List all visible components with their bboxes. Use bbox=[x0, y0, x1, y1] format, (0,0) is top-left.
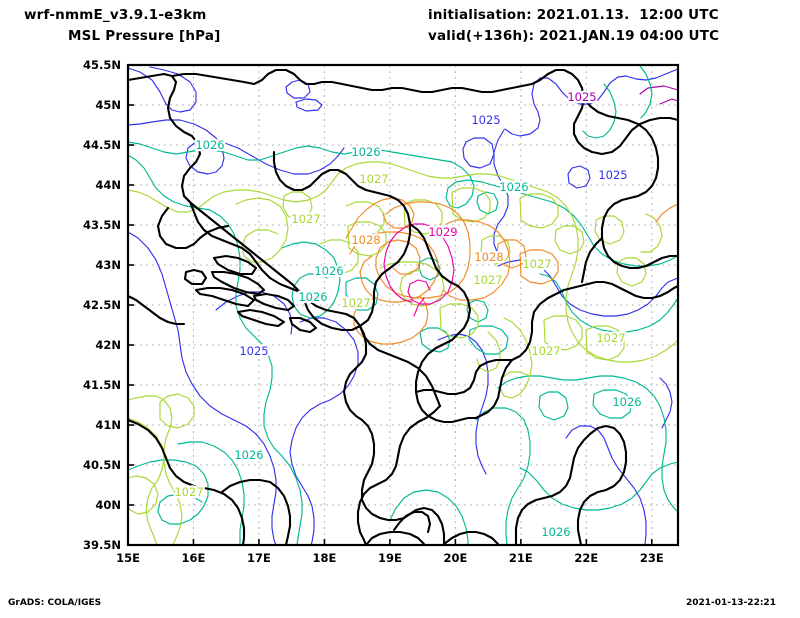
x-axis-tick-label: 16E bbox=[182, 551, 206, 565]
contour-label-halo: 1027 bbox=[531, 344, 560, 358]
contour-label: 1027 bbox=[291, 212, 320, 226]
initialisation-time: initialisation: 2021.01.13. 12:00 UTC bbox=[428, 7, 719, 23]
contour-label: 1026 bbox=[298, 290, 327, 304]
contour-label: 1025 bbox=[239, 344, 268, 358]
contour-label: 1027 bbox=[473, 273, 502, 287]
contour-label: 1028 bbox=[474, 250, 503, 264]
contour-label: 1026 bbox=[499, 180, 528, 194]
contour-label-halo: 1026 bbox=[298, 290, 327, 304]
y-axis-tick-label: 43N bbox=[95, 258, 121, 272]
y-axis-tick-label: 40.5N bbox=[83, 458, 121, 472]
y-axis-tick-label: 45.5N bbox=[83, 58, 121, 72]
contour-label: 1025 bbox=[567, 90, 596, 104]
contour-lines bbox=[127, 65, 679, 546]
x-axis-tick-label: 23E bbox=[640, 551, 664, 565]
x-axis-tick-label: 18E bbox=[312, 551, 336, 565]
contour-label: 1026 bbox=[541, 525, 570, 539]
grid-lines bbox=[128, 65, 678, 545]
contour-labels: 1025102510251025102510251025102510261026… bbox=[172, 88, 644, 542]
contour-label-halo: 1026 bbox=[612, 395, 641, 409]
contour-label-halo: 1025 bbox=[471, 113, 500, 127]
contour-label: 1027 bbox=[359, 172, 388, 186]
contour-label: 1026 bbox=[234, 448, 263, 462]
contour-label-halo: 1026 bbox=[541, 525, 570, 539]
y-axis-tick-label: 41.5N bbox=[83, 378, 121, 392]
y-axis-tick-label: 41N bbox=[95, 418, 121, 432]
y-axis-tick-label: 42.5N bbox=[83, 298, 121, 312]
y-axis-tick-label: 45N bbox=[95, 98, 121, 112]
y-axis-tick-label: 39.5N bbox=[83, 538, 121, 552]
model-title: wrf-nmmE_v3.9.1-e3km bbox=[24, 7, 207, 23]
x-axis-tick-label: 22E bbox=[574, 551, 598, 565]
contour-label-halo: 1026 bbox=[351, 145, 380, 159]
contour-label: 1025 bbox=[598, 168, 627, 182]
contour-label-halo: 1027 bbox=[522, 257, 551, 271]
contour-label: 1026 bbox=[195, 138, 224, 152]
y-axis-tick-label: 43.5N bbox=[83, 218, 121, 232]
x-axis-tick-label: 17E bbox=[247, 551, 271, 565]
contour-label-halo: 1028 bbox=[474, 250, 503, 264]
x-axis-tick-label: 19E bbox=[378, 551, 402, 565]
x-axis-tick-label: 21E bbox=[509, 551, 533, 565]
contour-label: 1025 bbox=[471, 113, 500, 127]
contour-label: 1028 bbox=[351, 233, 380, 247]
contour-label-halo: 1027 bbox=[473, 273, 502, 287]
contour-label-halo: 1027 bbox=[596, 331, 625, 345]
contour-label: 1026 bbox=[351, 145, 380, 159]
y-axis-tick-label: 42N bbox=[95, 338, 121, 352]
contour-label-halo: 1027 bbox=[359, 172, 388, 186]
contour-label-halo: 1026 bbox=[499, 180, 528, 194]
contour-label: 1026 bbox=[612, 395, 641, 409]
contour-label-halo: 1026 bbox=[314, 264, 343, 278]
contour-label: 1027 bbox=[174, 485, 203, 499]
x-axis-tick-label: 15E bbox=[116, 551, 140, 565]
valid-time: valid(+136h): 2021.JAN.19 04:00 UTC bbox=[428, 28, 720, 44]
contour-label-halo: 1027 bbox=[341, 296, 370, 310]
contour-label-halo: 1028 bbox=[351, 233, 380, 247]
plot-frame bbox=[126, 63, 680, 547]
x-axis-tick-label: 20E bbox=[443, 551, 467, 565]
contour-label-halo: 1029 bbox=[428, 225, 457, 239]
contour-label: 1029 bbox=[428, 225, 457, 239]
contour-label: 1026 bbox=[314, 264, 343, 278]
y-axis-tick-label: 44N bbox=[95, 178, 121, 192]
contour-label: 1027 bbox=[341, 296, 370, 310]
y-axis-tick-label: 44.5N bbox=[83, 138, 121, 152]
contour-label-halo: 1026 bbox=[234, 448, 263, 462]
field-title: MSL Pressure [hPa] bbox=[68, 28, 221, 44]
axis-labels: 15E 16E 17E 18E 19E 20E 21E 22E 23E 39.5N 40N 40.5N… bbox=[83, 58, 664, 565]
contour-label-halo: 1025 bbox=[239, 344, 268, 358]
contour-label-halo: 1027 bbox=[174, 485, 203, 499]
contour-label: 1027 bbox=[522, 257, 551, 271]
y-axis-tick-label: 40N bbox=[95, 498, 121, 512]
contour-label: 1027 bbox=[596, 331, 625, 345]
contour-label-halo: 1025 bbox=[598, 168, 627, 182]
contour-label-halo: 1025 bbox=[567, 90, 596, 104]
generation-stamp: 2021-01-13-22:21 bbox=[686, 598, 776, 608]
contour-label-halo: 1027 bbox=[291, 212, 320, 226]
coastline-and-borders bbox=[126, 68, 680, 547]
grads-credit: GrADS: COLA/IGES bbox=[8, 598, 102, 608]
contour-label: 1027 bbox=[531, 344, 560, 358]
contour-label-halo: 1026 bbox=[195, 138, 224, 152]
